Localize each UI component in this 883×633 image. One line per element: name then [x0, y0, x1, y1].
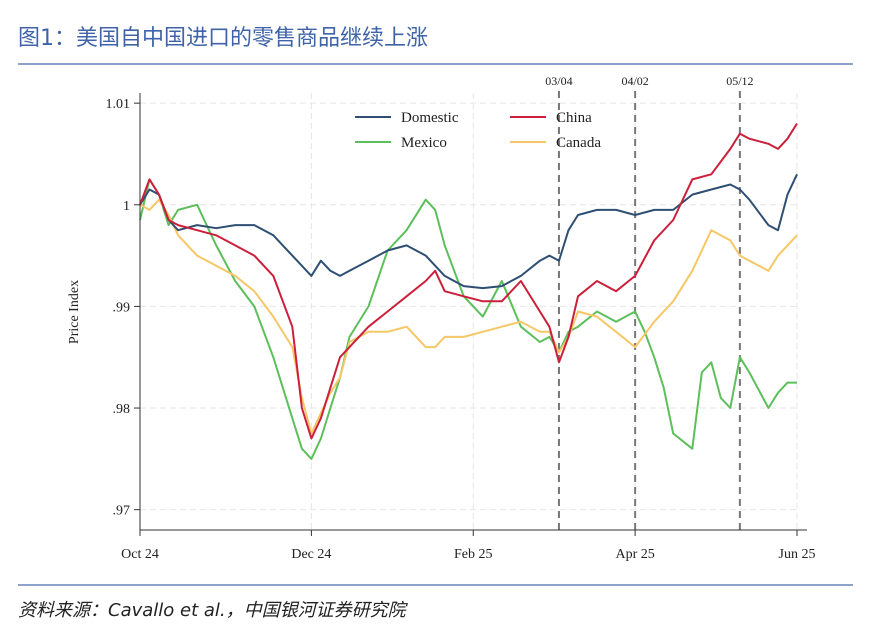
- y-tick-label: .99: [113, 300, 131, 315]
- source-note: 资料来源：Cavallo et al.，中国银河证券研究院: [18, 600, 406, 621]
- x-tick-label: Jun 25: [779, 547, 816, 562]
- figure-title: 图1：美国自中国进口的零售商品继续上涨: [18, 26, 428, 51]
- event-label: 03/04: [545, 74, 572, 88]
- x-tick-label: Oct 24: [121, 547, 159, 562]
- series-lines: [139, 122, 798, 460]
- top-rule: [18, 63, 853, 65]
- grid-lines: [139, 93, 798, 530]
- line-chart: 03/04 04/02 05/12 .97 .98 .99 1 1.01 Oct 24 Dec …: [67, 74, 816, 562]
- y-tick-label: .98: [113, 402, 131, 417]
- series-line-mexico: [139, 178, 797, 460]
- event-markers: 03/04 04/02 05/12: [545, 74, 754, 530]
- x-tick-label: Apr 25: [615, 547, 654, 562]
- axes: .97 .98 .99 1 1.01 Oct 24 Dec 24 Feb 25 Apr 25 Ju…: [106, 93, 816, 562]
- legend-label-mexico: Mexico: [401, 135, 447, 151]
- series-line-china: [139, 122, 798, 440]
- legend-label-china: China: [556, 110, 592, 126]
- y-tick-label: 1.01: [106, 97, 131, 112]
- legend-label-domestic: Domestic: [401, 110, 459, 126]
- x-tick-label: Feb 25: [454, 547, 493, 562]
- y-tick-label: 1: [123, 199, 130, 214]
- bottom-rule: [18, 584, 853, 586]
- event-label: 04/02: [621, 74, 648, 88]
- legend-label-canada: Canada: [556, 135, 601, 151]
- x-tick-label: Dec 24: [291, 547, 331, 562]
- series-line-canada: [139, 198, 798, 435]
- y-tick-label: .97: [113, 504, 131, 519]
- y-axis-label: Price Index: [67, 280, 82, 344]
- event-label: 05/12: [726, 74, 753, 88]
- legend: Domestic China Mexico Canada: [355, 110, 601, 151]
- series-line-domestic: [139, 173, 798, 290]
